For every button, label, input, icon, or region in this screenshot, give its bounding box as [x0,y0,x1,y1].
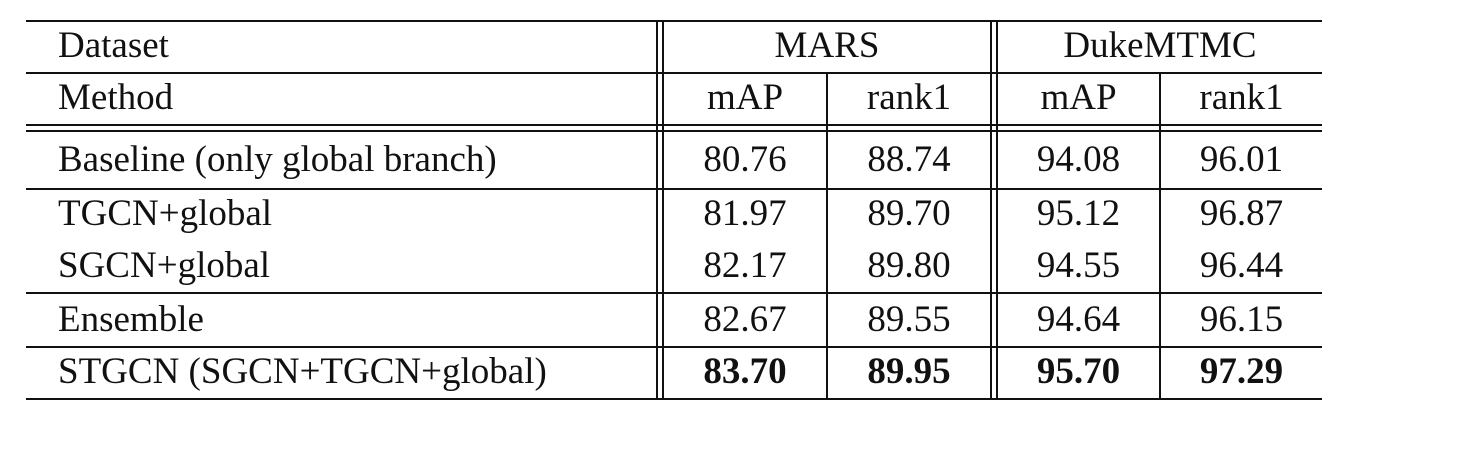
row-duke-map: 94.64 [1036,299,1121,340]
row-mars-map: 81.97 [703,193,787,234]
row-mars-map: 82.67 [703,299,787,340]
row-mars-rank1: 89.55 [867,299,951,340]
dataset-divider-a [990,20,992,400]
method-divider-b [662,20,664,400]
row-duke-map-best: 95.70 [1036,351,1121,392]
mars-col-divider [826,72,828,400]
row-method: SGCN+global [58,245,271,286]
row-mars-map-best: 83.70 [703,351,787,392]
method-divider-a [656,20,658,400]
row-duke-rank1-best: 97.29 [1199,351,1284,392]
row-duke-map: 94.55 [1036,245,1121,286]
row-method: STGCN (SGCN+TGCN+global) [58,351,547,392]
duke-rank1-header: rank1 [1199,77,1284,118]
header-mid-rule [666,72,1322,74]
header-double-rule-1 [26,124,1322,126]
row-method: Ensemble [58,299,204,340]
row-mars-map: 82.17 [703,245,787,286]
row-mars-rank1-best: 89.95 [867,351,951,392]
dataset-label: Dataset [58,25,169,66]
row-duke-rank1: 96.87 [1199,193,1284,234]
mars-group-header: MARS [774,25,880,66]
row-duke-rank1: 96.01 [1199,139,1284,180]
bottom-rule [26,398,1322,400]
row-rule-3 [26,346,1322,348]
dataset-divider-b [996,20,998,400]
duke-map-header: mAP [1040,77,1117,118]
row-duke-rank1: 96.44 [1199,245,1284,286]
header-mid-rule-left [26,72,666,74]
top-rule [26,20,1322,22]
row-mars-rank1: 88.74 [867,139,951,180]
row-duke-map: 94.08 [1036,139,1121,180]
row-mars-rank1: 89.80 [867,245,951,286]
header-double-rule-2 [26,130,1322,132]
row-mars-map: 80.76 [703,139,787,180]
row-method: TGCN+global [58,193,273,234]
row-rule-2 [26,292,1322,294]
method-label: Method [58,77,174,118]
row-mars-rank1: 89.70 [867,193,951,234]
row-duke-map: 95.12 [1036,193,1121,234]
duke-col-divider [1159,72,1161,400]
duke-group-header: DukeMTMC [1063,25,1257,66]
mars-rank1-header: rank1 [866,77,952,118]
row-rule-1 [26,188,1322,190]
row-duke-rank1: 96.15 [1199,299,1284,340]
mars-map-header: mAP [706,77,784,118]
row-method: Baseline (only global branch) [58,139,497,180]
